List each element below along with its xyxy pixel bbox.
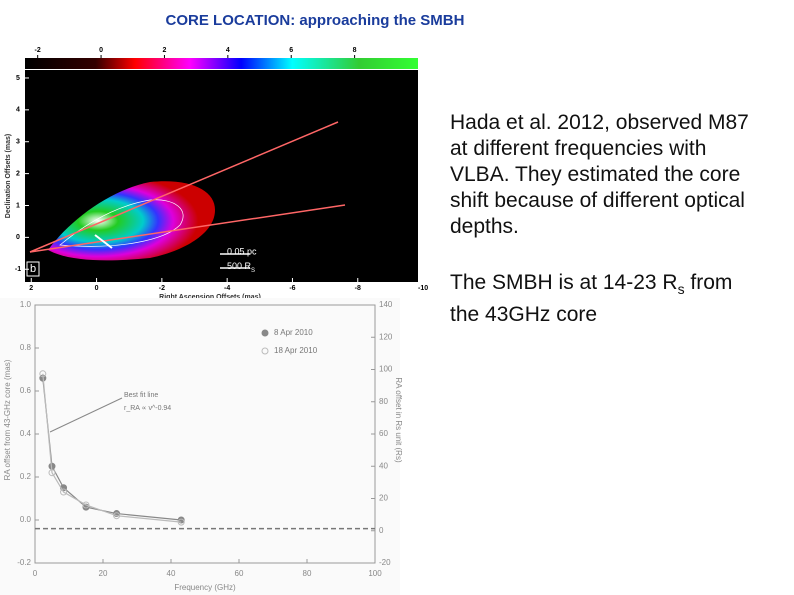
x-tick-label: -4 xyxy=(224,285,230,292)
colorbar-tick-label: 2 xyxy=(162,47,166,54)
contours xyxy=(59,199,184,247)
paragraph: The SMBH is at 14-23 Rs from the 43GHz c… xyxy=(450,270,765,328)
y2-tick-label: 100 xyxy=(379,365,393,374)
y-tick-label: 0.4 xyxy=(20,429,32,438)
y2-tick-label: 40 xyxy=(379,461,388,470)
panel-label: b xyxy=(30,263,36,275)
y-tick-label: 3 xyxy=(16,139,20,146)
y2-tick-label: 80 xyxy=(379,397,388,406)
y2-tick-label: -20 xyxy=(379,558,391,567)
slide-title: CORE LOCATION: approaching the SMBH xyxy=(165,12,465,29)
legend-label: 18 Apr 2010 xyxy=(274,346,318,355)
scale-label: 500 RS xyxy=(227,261,255,273)
jet-emission xyxy=(48,181,215,261)
legend-marker xyxy=(261,347,269,355)
colorbar xyxy=(25,58,418,69)
colorbar-tick-label: 0 xyxy=(99,47,103,54)
x-tick-label: 0 xyxy=(95,285,99,292)
y-axis-label: Declination Offsets (mas) xyxy=(5,134,12,218)
data-point xyxy=(82,501,90,509)
y-tick-label: 1.0 xyxy=(20,300,32,309)
x-tick-label: 0 xyxy=(33,569,38,578)
y-tick-label: 0.8 xyxy=(20,343,32,352)
annotation: Best fit line xyxy=(124,392,158,399)
colorbar-tick-label: 8 xyxy=(353,47,357,54)
core-marker xyxy=(94,234,113,249)
y-tick-label: 5 xyxy=(16,75,20,82)
colorbar-tick-label: 6 xyxy=(289,47,293,54)
y-tick-label: -0.2 xyxy=(17,558,31,567)
x-tick-label: -10 xyxy=(418,285,428,292)
y2-tick-label: 0 xyxy=(379,526,384,535)
y2-tick-label: 140 xyxy=(379,300,393,309)
x-tick-label: -2 xyxy=(159,285,165,292)
plot-background xyxy=(0,298,400,595)
y-tick-label: -1 xyxy=(15,266,21,273)
legend-marker xyxy=(261,329,269,337)
y2-tick-label: 20 xyxy=(379,494,388,503)
y-tick-label: 0.2 xyxy=(20,472,32,481)
y-tick-label: 1 xyxy=(16,202,20,209)
x-tick-label: 20 xyxy=(99,569,108,578)
x-tick-label: 60 xyxy=(235,569,244,578)
x-tick-label: -8 xyxy=(355,285,361,292)
y-tick-label: 0.0 xyxy=(20,515,32,524)
series-line xyxy=(42,373,182,523)
text: The SMBH is at 14-23 R xyxy=(450,271,678,294)
y2-tick-label: 60 xyxy=(379,429,388,438)
jet-edge-line xyxy=(29,121,339,253)
subscript: s xyxy=(677,281,685,298)
x-axis-label: Right Ascension Offsets (mas) xyxy=(159,294,261,301)
fit-formula: r_RA ∝ ν^-0.94 xyxy=(124,405,171,412)
y-tick-label: 0.6 xyxy=(20,386,32,395)
scale-label-text: 500 R xyxy=(227,261,252,271)
y-tick-label: 4 xyxy=(16,107,20,114)
x-tick-label: 2 xyxy=(29,285,33,292)
jet-edge-line xyxy=(29,204,346,253)
data-point xyxy=(60,488,68,496)
y-tick-label: 0 xyxy=(16,234,20,241)
scale-label-subscript: S xyxy=(251,268,255,274)
y-axis-label: RA offset from 43-GHz core (mas) xyxy=(3,359,12,480)
text: from the 43GHz core xyxy=(450,271,733,327)
colorbar-tick-label: 4 xyxy=(226,47,230,54)
paragraph: Hada et al. 2012, observed M87 at differ… xyxy=(450,111,749,238)
y-tick-label: 2 xyxy=(16,170,20,177)
x-axis-label: Frequency (GHz) xyxy=(174,583,236,592)
data-point xyxy=(113,512,121,520)
y2-tick-label: 120 xyxy=(379,332,393,341)
annotation-pointer xyxy=(49,397,123,433)
data-point xyxy=(177,518,185,526)
y2-axis-label: RA offset in Rs unit (Rs) xyxy=(394,377,403,463)
x-tick-label: 80 xyxy=(303,569,312,578)
colorbar-tick-label: -2 xyxy=(35,47,41,54)
legend-label: 8 Apr 2010 xyxy=(274,328,313,337)
x-tick-label: 40 xyxy=(167,569,176,578)
scale-label: 0.05 pc xyxy=(227,246,257,256)
data-point xyxy=(39,370,47,378)
data-point xyxy=(48,469,56,477)
x-tick-label: -6 xyxy=(289,285,295,292)
x-tick-label: 100 xyxy=(368,569,382,578)
